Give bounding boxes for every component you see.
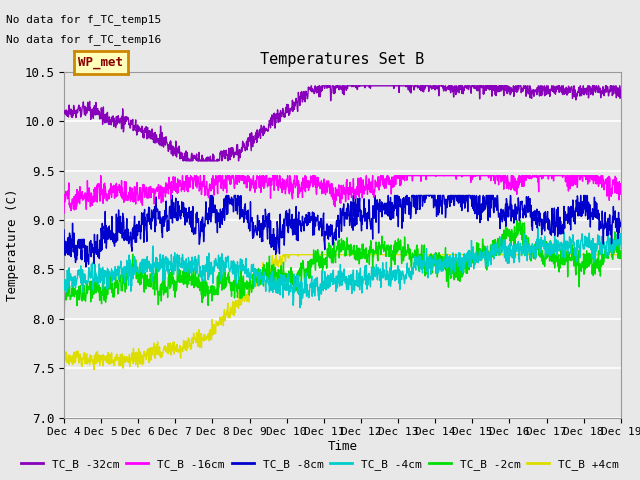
X-axis label: Time: Time (328, 440, 357, 453)
Legend: TC_B -32cm, TC_B -16cm, TC_B -8cm, TC_B -4cm, TC_B -2cm, TC_B +4cm: TC_B -32cm, TC_B -16cm, TC_B -8cm, TC_B … (17, 455, 623, 474)
Title: Temperatures Set B: Temperatures Set B (260, 52, 424, 67)
Text: No data for f_TC_temp15: No data for f_TC_temp15 (6, 14, 162, 25)
Y-axis label: Temperature (C): Temperature (C) (6, 189, 19, 301)
Text: WP_met: WP_met (78, 56, 124, 70)
Text: No data for f_TC_temp16: No data for f_TC_temp16 (6, 34, 162, 45)
